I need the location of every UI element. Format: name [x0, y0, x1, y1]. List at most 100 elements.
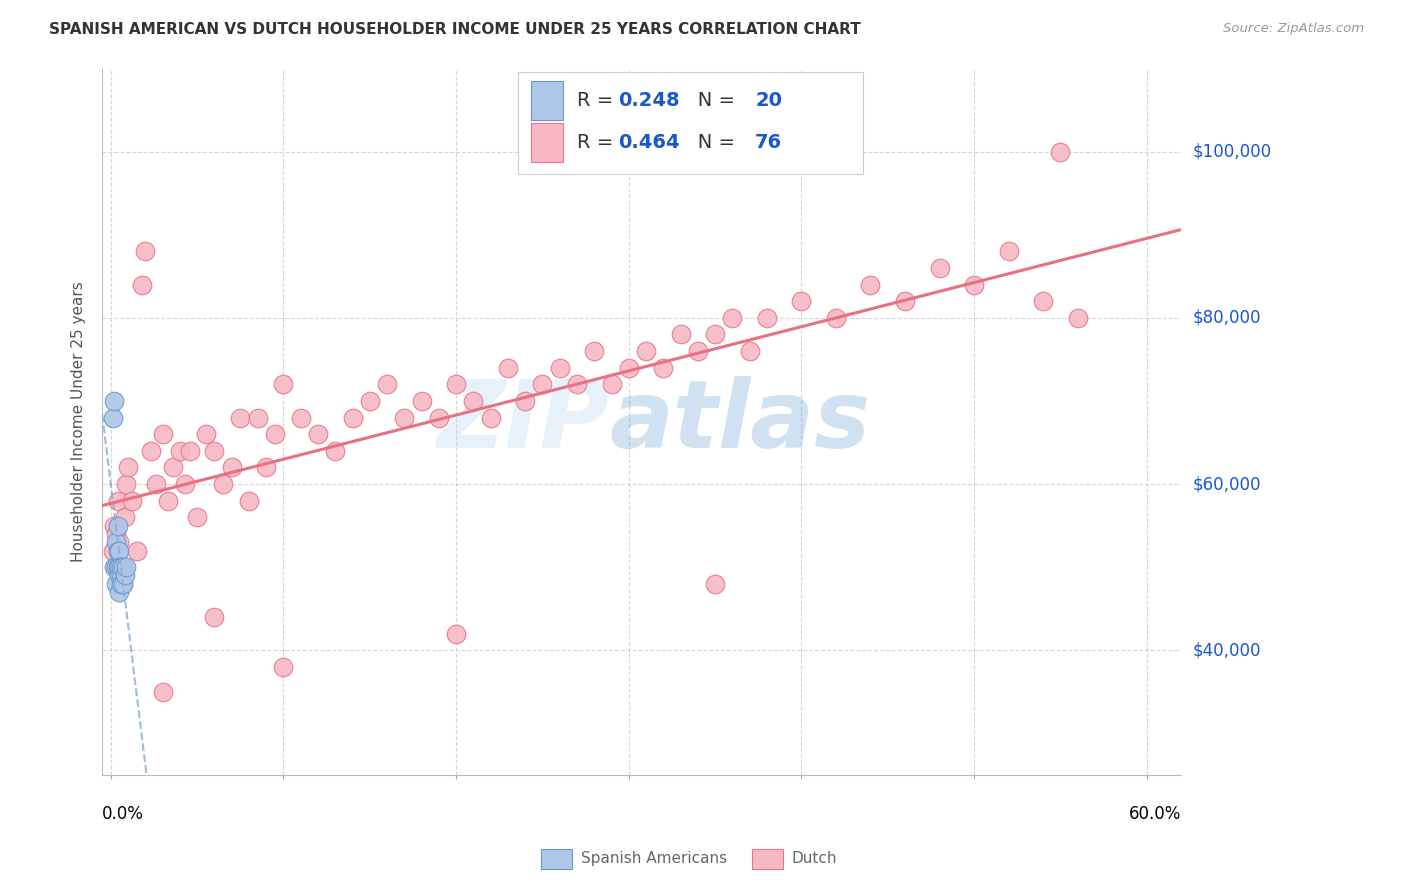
- Text: 60.0%: 60.0%: [1129, 805, 1181, 823]
- Text: 0.464: 0.464: [619, 133, 679, 153]
- Text: R =: R =: [576, 133, 620, 153]
- Point: [111, 576, 134, 591]
- Point: [790, 294, 813, 309]
- Text: R =: R =: [576, 91, 620, 110]
- Point: [103, 518, 125, 533]
- Point: [375, 377, 398, 392]
- Point: [115, 560, 138, 574]
- Point: [108, 543, 131, 558]
- Text: Dutch: Dutch: [792, 851, 837, 865]
- Point: [110, 568, 132, 582]
- Text: $40,000: $40,000: [1192, 641, 1261, 659]
- Point: [273, 660, 295, 674]
- Point: [117, 460, 139, 475]
- Point: [108, 535, 131, 549]
- Point: [110, 560, 132, 574]
- Point: [108, 568, 131, 582]
- Point: [145, 477, 167, 491]
- Point: [105, 576, 128, 591]
- Point: [704, 327, 727, 342]
- Point: [186, 510, 208, 524]
- Point: [156, 493, 179, 508]
- Bar: [530, 123, 562, 162]
- Point: [463, 393, 485, 408]
- Text: N =: N =: [679, 133, 742, 153]
- Point: [254, 460, 277, 475]
- Text: atlas: atlas: [609, 376, 870, 467]
- Point: [738, 344, 761, 359]
- Text: 0.0%: 0.0%: [103, 805, 143, 823]
- Point: [110, 560, 132, 574]
- Point: [928, 260, 950, 275]
- Text: SPANISH AMERICAN VS DUTCH HOUSEHOLDER INCOME UNDER 25 YEARS CORRELATION CHART: SPANISH AMERICAN VS DUTCH HOUSEHOLDER IN…: [49, 22, 860, 37]
- Point: [1049, 145, 1071, 159]
- Point: [105, 535, 128, 549]
- Point: [444, 626, 467, 640]
- Point: [174, 477, 197, 491]
- Point: [246, 410, 269, 425]
- Point: [290, 410, 312, 425]
- Point: [515, 393, 537, 408]
- Point: [105, 560, 128, 574]
- Point: [1032, 294, 1054, 309]
- Point: [101, 410, 124, 425]
- Point: [169, 443, 191, 458]
- Point: [108, 560, 131, 574]
- Point: [204, 443, 226, 458]
- Point: [110, 576, 132, 591]
- Point: [134, 244, 156, 259]
- Point: [162, 460, 184, 475]
- Text: Source: ZipAtlas.com: Source: ZipAtlas.com: [1223, 22, 1364, 36]
- Point: [103, 393, 125, 408]
- Point: [105, 527, 128, 541]
- Point: [229, 410, 252, 425]
- Point: [103, 560, 125, 574]
- Point: [565, 377, 588, 392]
- Point: [1066, 310, 1088, 325]
- Point: [652, 360, 675, 375]
- Point: [411, 393, 433, 408]
- Point: [444, 377, 467, 392]
- Point: [108, 585, 131, 599]
- Point: [125, 543, 148, 558]
- Bar: [530, 81, 562, 120]
- Y-axis label: Householder Income Under 25 years: Householder Income Under 25 years: [72, 281, 86, 562]
- Text: 0.248: 0.248: [619, 91, 679, 110]
- Point: [212, 477, 235, 491]
- Point: [221, 460, 243, 475]
- Text: $60,000: $60,000: [1192, 475, 1261, 493]
- Point: [114, 568, 136, 582]
- Point: [342, 410, 364, 425]
- Point: [531, 377, 554, 392]
- Point: [997, 244, 1019, 259]
- Point: [755, 310, 778, 325]
- Text: Spanish Americans: Spanish Americans: [581, 851, 727, 865]
- Point: [307, 427, 329, 442]
- Text: $100,000: $100,000: [1192, 143, 1271, 161]
- Point: [121, 493, 143, 508]
- Text: ZIP: ZIP: [436, 376, 609, 467]
- Point: [263, 427, 285, 442]
- Point: [583, 344, 606, 359]
- Point: [427, 410, 450, 425]
- Point: [704, 576, 727, 591]
- Point: [152, 685, 174, 699]
- Point: [194, 427, 217, 442]
- Text: N =: N =: [679, 91, 742, 110]
- Point: [721, 310, 744, 325]
- Point: [204, 610, 226, 624]
- Point: [963, 277, 986, 292]
- Point: [479, 410, 502, 425]
- Point: [825, 310, 848, 325]
- Point: [894, 294, 917, 309]
- Point: [115, 477, 138, 491]
- Text: 20: 20: [755, 91, 782, 110]
- Point: [617, 360, 640, 375]
- Point: [323, 443, 346, 458]
- Point: [107, 560, 129, 574]
- Point: [111, 560, 134, 574]
- Point: [107, 493, 129, 508]
- Point: [114, 510, 136, 524]
- Point: [394, 410, 416, 425]
- Point: [179, 443, 201, 458]
